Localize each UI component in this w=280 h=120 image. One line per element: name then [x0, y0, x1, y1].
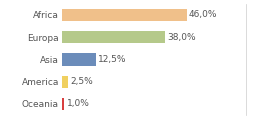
Bar	[62, 76, 68, 88]
Bar	[62, 9, 186, 21]
Text: 2,5%: 2,5%	[71, 77, 93, 86]
Text: 38,0%: 38,0%	[167, 33, 196, 42]
Bar	[62, 31, 165, 43]
Bar	[62, 98, 64, 110]
Bar	[62, 53, 95, 66]
Text: 46,0%: 46,0%	[189, 10, 217, 19]
Text: 12,5%: 12,5%	[98, 55, 126, 64]
Text: 1,0%: 1,0%	[66, 99, 89, 108]
